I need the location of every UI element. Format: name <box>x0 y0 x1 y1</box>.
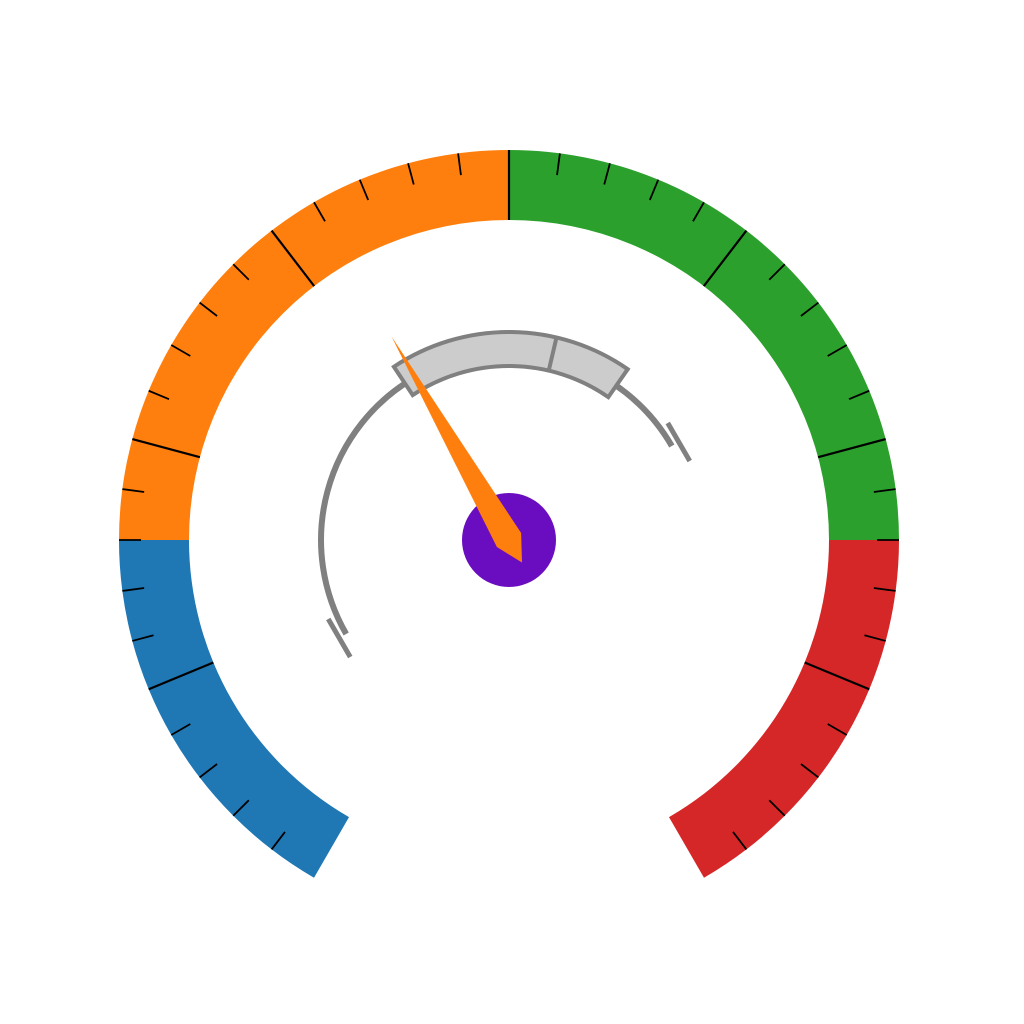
gauge-band-1 <box>119 540 349 878</box>
minor-tick <box>692 201 705 222</box>
gauge-band-3 <box>509 150 899 540</box>
secondary-scale <box>318 330 692 659</box>
major-tick <box>148 661 214 691</box>
minor-tick <box>873 587 896 592</box>
minor-tick <box>457 153 462 176</box>
minor-tick <box>648 179 660 201</box>
minor-tick <box>800 301 819 317</box>
minor-tick <box>827 723 848 736</box>
minor-tick <box>313 201 326 222</box>
gauge-band-4 <box>669 540 899 878</box>
major-tick <box>804 661 870 691</box>
minor-tick <box>122 587 145 592</box>
minor-tick <box>768 263 786 281</box>
major-tick <box>702 229 748 287</box>
minor-tick <box>556 153 561 176</box>
major-tick <box>270 229 316 287</box>
secondary-start-cap <box>326 617 353 659</box>
minor-tick <box>864 634 886 642</box>
minor-tick <box>199 763 218 779</box>
minor-tick <box>768 799 786 817</box>
secondary-marker <box>546 337 559 372</box>
minor-tick <box>827 344 848 357</box>
minor-tick <box>358 179 370 201</box>
minor-tick <box>122 488 145 493</box>
minor-tick <box>170 723 191 736</box>
minor-tick <box>873 488 896 493</box>
secondary-end-cap <box>665 421 692 463</box>
gauge-bands <box>119 150 899 878</box>
minor-tick <box>232 263 250 281</box>
minor-tick <box>848 389 870 401</box>
minor-tick <box>170 344 191 357</box>
minor-tick <box>132 634 154 642</box>
secondary-filled-range <box>391 330 631 400</box>
minor-tick <box>732 831 748 850</box>
gauge-needle-group <box>391 336 556 587</box>
secondary-arc <box>318 349 675 636</box>
gauge-band-2 <box>119 150 509 540</box>
gauge-needle <box>391 336 522 563</box>
minor-tick <box>800 763 819 779</box>
minor-tick <box>603 163 611 185</box>
minor-tick <box>407 163 415 185</box>
major-tick <box>132 437 201 459</box>
minor-tick <box>232 799 250 817</box>
gauge-ticks <box>119 150 899 850</box>
minor-tick <box>270 831 286 850</box>
major-tick <box>817 437 886 459</box>
minor-tick <box>199 301 218 317</box>
minor-tick <box>148 389 170 401</box>
